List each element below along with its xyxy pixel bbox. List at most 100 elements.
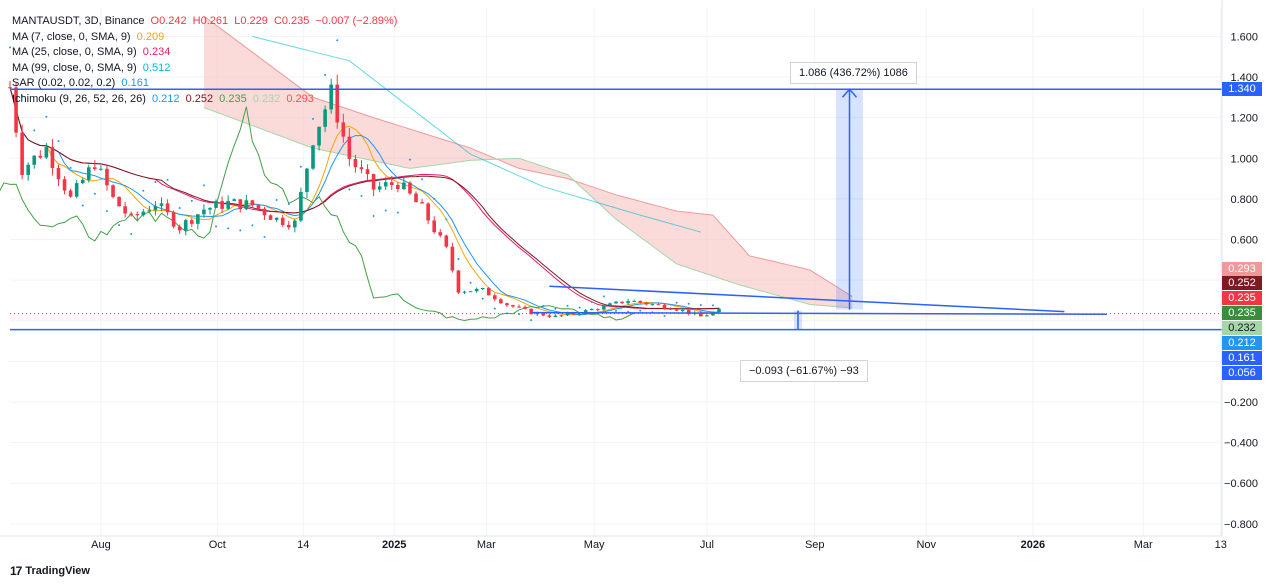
ichimoku-base-line	[9, 87, 720, 310]
x-tick-label: 2025	[382, 539, 406, 551]
ichimoku-conversion-value: 0.212	[151, 92, 180, 105]
x-tick-label: Mar	[1134, 539, 1153, 551]
candle-body	[589, 309, 594, 311]
candle-body	[74, 183, 79, 197]
candle-body	[389, 182, 394, 185]
tradingview-logo[interactable]: 17 TradingView	[10, 564, 90, 578]
candle-body	[129, 213, 134, 215]
candle-body	[262, 208, 267, 216]
candle-body	[353, 158, 358, 168]
tradingview-logo-icon: 17	[10, 564, 22, 578]
ichimoku-base-value: 0.252	[185, 92, 214, 105]
sar-dot	[396, 211, 399, 214]
candle-body	[656, 304, 661, 306]
candle-body	[147, 210, 152, 212]
price-badge: 0.161	[1222, 351, 1262, 365]
sar-dot	[45, 115, 48, 118]
ichimoku-lead2-line	[203, 15, 853, 298]
candle-body	[183, 220, 188, 231]
candle-body	[99, 168, 103, 170]
tradingview-brand: TradingView	[25, 565, 90, 577]
candle-body	[462, 291, 467, 293]
legend-symbol-row[interactable]: MANTAUSDT, 3D, Binance O0.242 H0.261 L0.…	[12, 14, 400, 30]
candle-body	[329, 84, 333, 110]
sar-dot	[711, 304, 714, 307]
ichimoku-lagging-line	[0, 106, 635, 322]
candle-body	[274, 217, 279, 220]
candle-body	[614, 301, 618, 304]
sar-dot	[663, 314, 666, 317]
sar-dot	[615, 309, 617, 312]
candle-body	[123, 206, 127, 214]
ma7-line	[9, 87, 720, 316]
ichimoku-lead2-value: 0.293	[286, 92, 314, 105]
candle-body	[432, 220, 437, 233]
ichimoku-lead1-value: 0.232	[252, 92, 281, 105]
candle-body	[359, 167, 364, 170]
sar-dot	[590, 300, 593, 303]
low-value: L0.229	[234, 15, 268, 27]
candle-body	[305, 168, 309, 192]
ichimoku-lagging-value: 0.235	[219, 92, 247, 105]
candle-body	[626, 301, 630, 304]
candle-body	[56, 168, 61, 180]
candle-body	[650, 304, 655, 306]
sar-dot	[699, 303, 702, 306]
legend-sar-row[interactable]: SAR (0.02, 0.02, 0.2) 0.161	[12, 76, 400, 92]
sar-dot	[21, 95, 24, 98]
legend-ma25-row[interactable]: MA (25, close, 0, SMA, 9) 0.234	[12, 45, 400, 61]
x-tick-label: Jul	[700, 539, 714, 551]
candle-body	[8, 87, 12, 89]
candle-body	[705, 315, 709, 317]
x-tick-label: Mar	[477, 539, 496, 551]
candlesticks	[8, 74, 721, 319]
sar-dot	[372, 215, 375, 218]
sar-value: 0.161	[121, 77, 149, 90]
candle-body	[474, 288, 479, 292]
candle-body	[492, 295, 497, 300]
candle-body	[444, 235, 449, 247]
candle-body	[141, 211, 146, 216]
sar-label: SAR (0.02, 0.02, 0.2)	[12, 77, 116, 90]
candle-body	[383, 182, 388, 187]
y-tick-label: 1.200	[1230, 113, 1258, 125]
candle-body	[620, 301, 624, 304]
candle-body	[93, 167, 97, 170]
price-badge: 0.235	[1222, 306, 1262, 320]
price-badge: 0.252	[1222, 276, 1262, 290]
ichimoku-label: Ichimoku (9, 26, 52, 26, 26)	[12, 92, 146, 105]
candle-body	[365, 169, 370, 175]
candle-body	[662, 304, 667, 309]
candle-body	[189, 220, 194, 224]
legend-ma99-row[interactable]: MA (99, close, 0, SMA, 9) 0.512	[12, 61, 400, 77]
close-value: C0.235	[273, 15, 310, 27]
candle-body	[238, 199, 243, 210]
measure-up-label[interactable]: 1.086 (436.72%) 1086	[790, 62, 917, 84]
candle-body	[402, 182, 406, 190]
candle-body	[196, 214, 200, 224]
legend-ma7-row[interactable]: MA (7, close, 0, SMA, 9) 0.209	[12, 30, 400, 46]
candle-body	[226, 200, 230, 209]
measure-up-arrowhead	[841, 88, 858, 98]
sar-dot	[602, 295, 605, 298]
ma25-label: MA (25, close, 0, SMA, 9)	[12, 46, 137, 59]
trendline-lower	[531, 311, 1107, 315]
candle-body	[335, 84, 340, 123]
sar-dot	[408, 158, 411, 161]
sar-dot	[469, 281, 472, 284]
sar-dot	[154, 180, 157, 183]
candle-body	[668, 308, 673, 310]
candle-body	[577, 314, 582, 316]
sar-dot	[348, 188, 351, 191]
candle-body	[165, 203, 170, 213]
candle-body	[232, 199, 237, 201]
candle-body	[674, 309, 679, 311]
candle-body	[426, 203, 430, 221]
sar-dot	[57, 139, 60, 142]
measure-down-label[interactable]: −0.093 (−61.67%) −93	[740, 360, 868, 382]
sar-dot	[384, 209, 387, 212]
candle-body	[208, 207, 212, 210]
legend-ichimoku-row[interactable]: Ichimoku (9, 26, 52, 26, 26) 0.212 0.252…	[12, 92, 400, 108]
sar-dot	[445, 218, 448, 221]
